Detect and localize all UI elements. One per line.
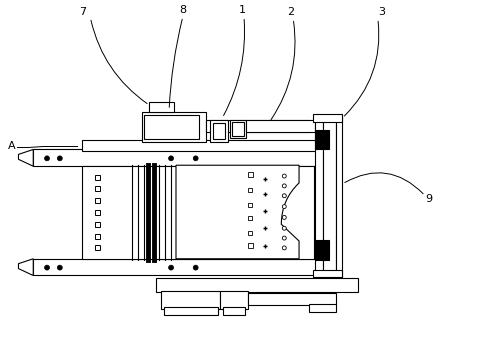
Bar: [313, 114, 342, 122]
Bar: [156, 279, 358, 292]
Bar: [315, 240, 328, 260]
Circle shape: [282, 184, 286, 188]
Bar: [206, 120, 309, 132]
Text: 1: 1: [239, 5, 246, 15]
Bar: [95, 210, 100, 215]
Bar: [313, 270, 342, 278]
Bar: [164, 307, 218, 315]
Circle shape: [169, 156, 174, 161]
Circle shape: [282, 246, 286, 250]
Bar: [248, 172, 253, 177]
Circle shape: [282, 226, 286, 230]
Bar: [33, 259, 324, 275]
Circle shape: [282, 215, 286, 219]
Bar: [210, 120, 228, 141]
Text: 7: 7: [79, 6, 86, 17]
Circle shape: [282, 236, 286, 240]
Bar: [95, 174, 100, 180]
Bar: [220, 291, 248, 309]
Text: 2: 2: [288, 6, 295, 17]
Text: 3: 3: [378, 6, 385, 17]
Circle shape: [282, 194, 286, 198]
Circle shape: [44, 156, 50, 161]
Circle shape: [57, 156, 62, 161]
Circle shape: [282, 205, 286, 209]
Bar: [248, 216, 252, 220]
Bar: [144, 115, 199, 139]
Circle shape: [193, 265, 198, 270]
Bar: [230, 120, 246, 137]
Circle shape: [57, 265, 62, 270]
Bar: [246, 120, 315, 132]
Bar: [248, 293, 337, 305]
Bar: [309, 304, 337, 312]
Text: 9: 9: [425, 194, 433, 204]
Circle shape: [193, 156, 198, 161]
PathPatch shape: [176, 165, 299, 259]
Bar: [248, 243, 253, 248]
Bar: [95, 222, 100, 227]
Polygon shape: [19, 259, 33, 275]
Polygon shape: [19, 149, 33, 166]
Bar: [150, 102, 174, 112]
Bar: [232, 122, 244, 136]
Bar: [95, 186, 100, 191]
Text: 8: 8: [179, 5, 186, 15]
Circle shape: [44, 265, 50, 270]
Bar: [95, 234, 100, 239]
Bar: [315, 130, 328, 149]
Bar: [248, 202, 252, 206]
Bar: [323, 115, 337, 278]
Bar: [223, 307, 245, 315]
Bar: [83, 140, 319, 151]
Circle shape: [282, 174, 286, 178]
Bar: [95, 198, 100, 203]
Bar: [33, 149, 324, 166]
Bar: [315, 115, 323, 278]
Bar: [161, 291, 220, 309]
Bar: [83, 166, 314, 259]
Bar: [337, 115, 342, 278]
Bar: [141, 112, 206, 141]
Circle shape: [169, 265, 174, 270]
Bar: [248, 188, 252, 192]
Bar: [213, 123, 225, 139]
Text: A: A: [8, 140, 15, 150]
Bar: [248, 231, 252, 235]
Bar: [95, 246, 100, 250]
